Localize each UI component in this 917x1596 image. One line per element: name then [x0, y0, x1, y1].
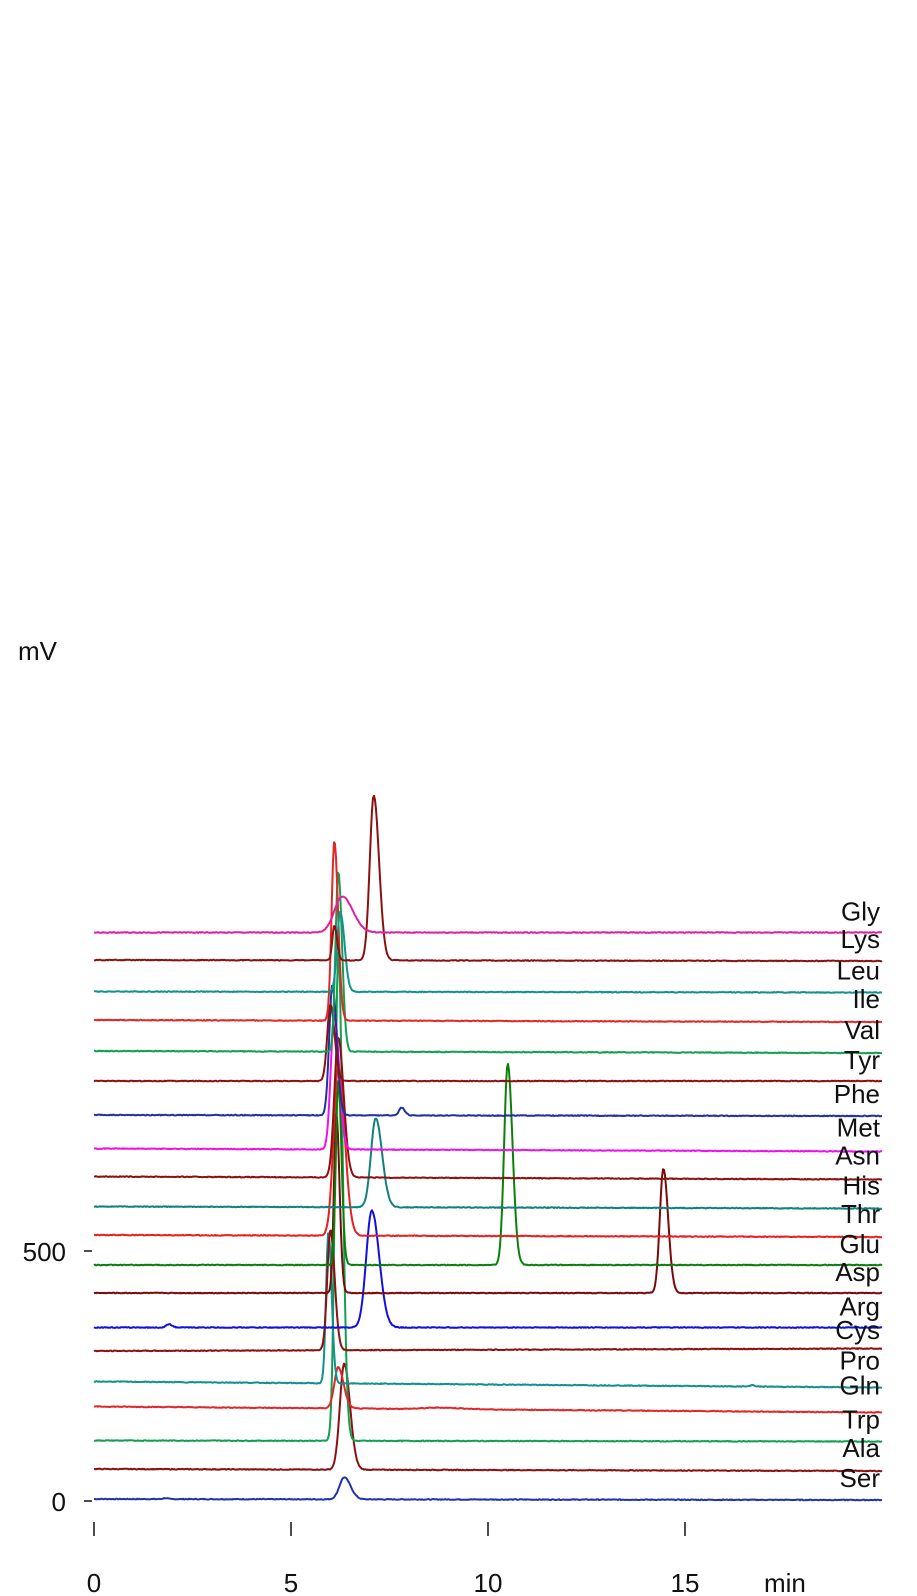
series-label-asp: Asp: [835, 1257, 880, 1287]
series-label-asn: Asn: [835, 1141, 880, 1171]
trace-pro: [93, 1232, 883, 1389]
trace-met: [93, 1014, 883, 1153]
trace-ser: [94, 1476, 883, 1502]
x-tick-label: 10: [474, 1568, 503, 1596]
series-label-lys: Lys: [841, 924, 881, 954]
series-label-trp: Trp: [842, 1405, 880, 1435]
trace-group: [93, 794, 883, 1502]
x-tick-label: 0: [87, 1568, 101, 1596]
trace-trp: [94, 951, 883, 1443]
x-axis-label: min: [764, 1568, 806, 1596]
series-label-tyr: Tyr: [844, 1045, 880, 1075]
trace-asp: [93, 1113, 883, 1295]
series-label-gly: Gly: [841, 897, 880, 927]
series-label-val: Val: [844, 1015, 880, 1045]
y-axis-label: mV: [18, 636, 58, 666]
trace-tyr: [93, 1004, 883, 1083]
series-label-arg: Arg: [840, 1292, 880, 1322]
series-label-cys: Cys: [835, 1315, 880, 1345]
series-label-gln: Gln: [840, 1371, 880, 1401]
series-label-ser: Ser: [840, 1463, 881, 1493]
trace-glu: [93, 1062, 883, 1267]
series-label-phe: Phe: [834, 1079, 880, 1109]
y-tick-label: 500: [23, 1237, 66, 1267]
trace-thr: [93, 1066, 883, 1239]
trace-val: [93, 871, 883, 1055]
x-tick-label: 5: [284, 1568, 298, 1596]
trace-ile: [93, 841, 883, 1024]
series-label-ala: Ala: [842, 1433, 880, 1463]
series-label-met: Met: [837, 1113, 881, 1143]
trace-lys: [93, 794, 883, 963]
trace-asn: [93, 1036, 883, 1181]
series-label-glu: Glu: [840, 1229, 880, 1259]
trace-cys: [93, 1229, 883, 1353]
series-label-pro: Pro: [840, 1346, 880, 1376]
axes-group: 0 5 10 15 0 500: [23, 1237, 700, 1596]
trace-ala: [93, 1362, 883, 1473]
y-tick-label: 0: [52, 1487, 66, 1517]
series-label-ile: Ile: [853, 984, 880, 1014]
series-label-thr: Thr: [841, 1199, 880, 1229]
series-label-leu: Leu: [837, 956, 880, 986]
trace-gly: [93, 895, 883, 934]
trace-phe: [93, 984, 883, 1118]
series-label-his: His: [842, 1171, 880, 1201]
trace-leu: [93, 911, 883, 994]
trace-gln: [93, 1366, 883, 1414]
x-tick-label: 15: [671, 1568, 700, 1596]
trace-his: [93, 1117, 883, 1210]
trace-arg: [93, 1209, 883, 1329]
